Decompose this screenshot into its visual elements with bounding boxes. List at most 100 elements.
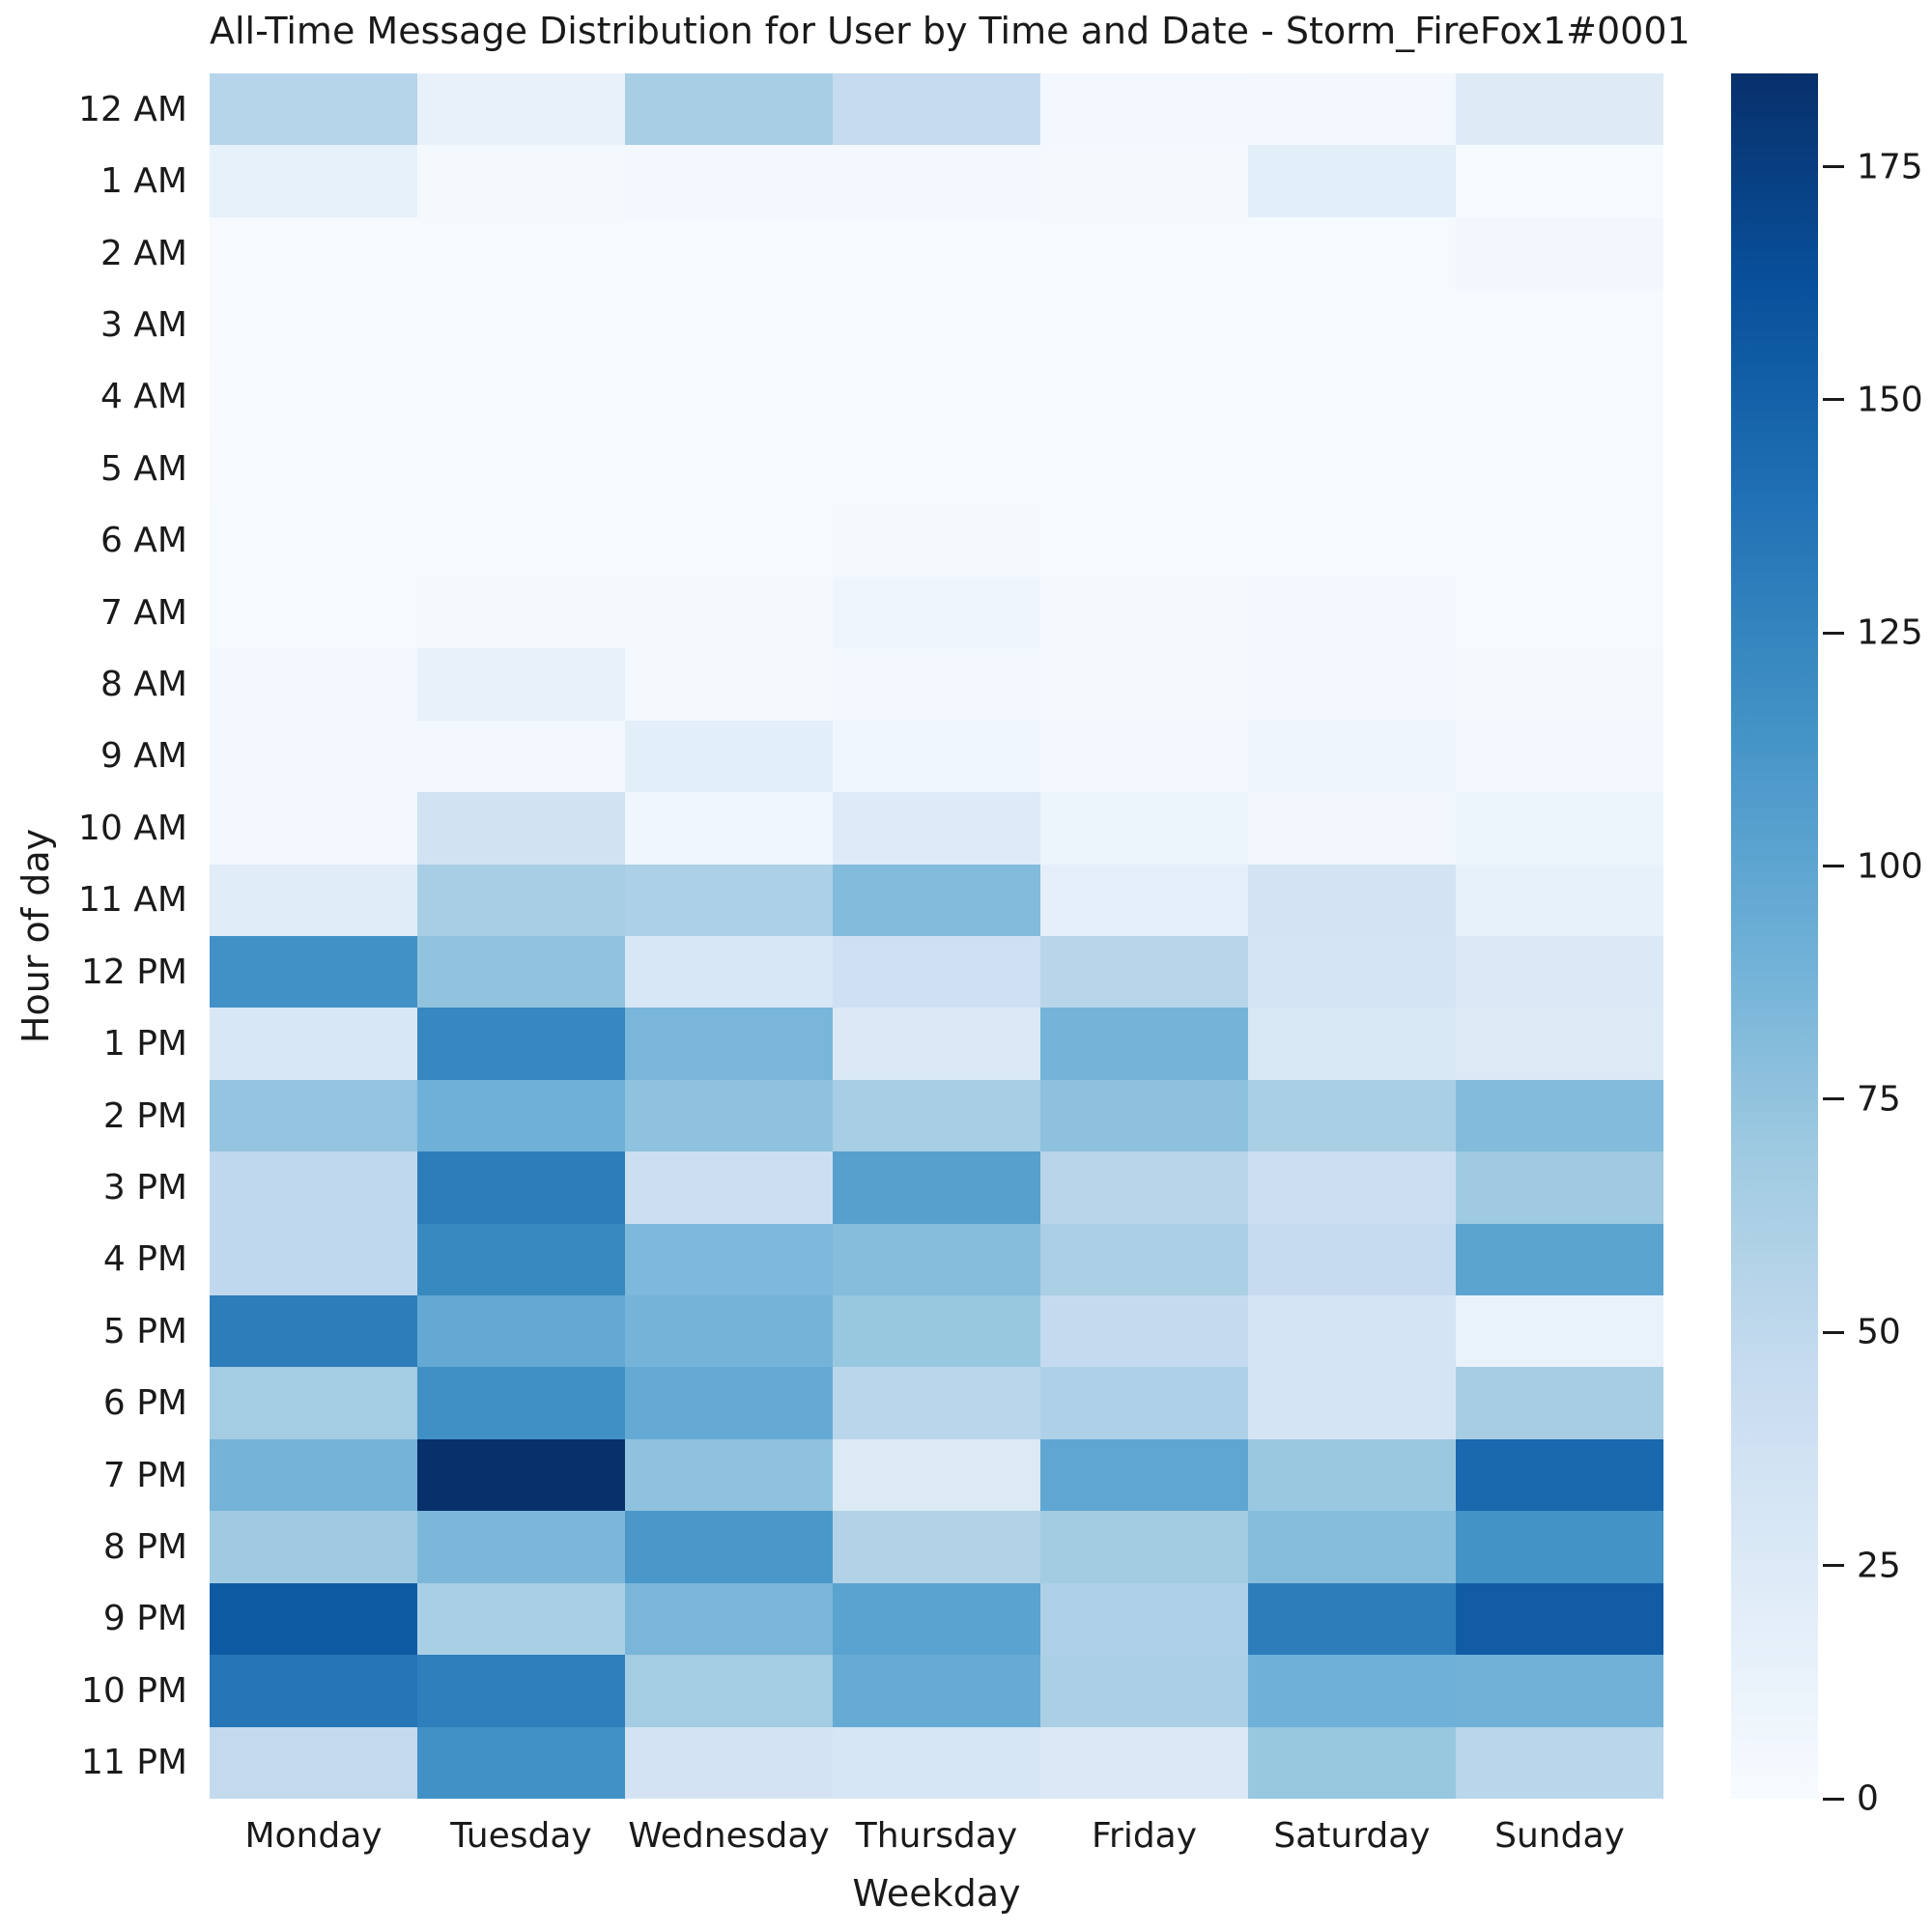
- heatmap-cell-friday-12am: [1040, 73, 1248, 146]
- colorbar-tick-label-25: 25: [1857, 1546, 1901, 1586]
- heatmap-cell-thursday-5am: [833, 433, 1040, 505]
- y-tick-8am: 8 AM: [99, 665, 187, 705]
- colorbar-tick-label-175: 175: [1857, 147, 1923, 187]
- heatmap-cell-friday-5am: [1040, 433, 1248, 505]
- heatmap-cell-saturday-7am: [1248, 576, 1456, 649]
- heatmap-cell-wednesday-7am: [625, 576, 833, 649]
- heatmap-cell-friday-5pm: [1040, 1295, 1248, 1368]
- colorbar-tick-label-150: 150: [1857, 380, 1923, 420]
- heatmap-cell-wednesday-8am: [625, 648, 833, 721]
- heatmap-cell-thursday-7pm: [833, 1438, 1040, 1512]
- heatmap-cell-saturday-7pm: [1248, 1438, 1456, 1512]
- heatmap-cell-saturday-12pm: [1248, 935, 1456, 1009]
- heatmap-cell-sunday-1pm: [1456, 1008, 1663, 1080]
- heatmap-cell-saturday-3am: [1248, 289, 1456, 361]
- heatmap-cell-tuesday-7am: [417, 576, 625, 649]
- heatmap-cell-saturday-5am: [1248, 433, 1456, 505]
- chart-title: All-Time Message Distribution for User b…: [210, 10, 1690, 52]
- y-tick-6am: 6 AM: [99, 521, 187, 561]
- heatmap-cell-monday-6am: [210, 504, 417, 577]
- heatmap-cell-tuesday-5pm: [417, 1295, 625, 1368]
- x-tick-sunday: Sunday: [1494, 1816, 1625, 1856]
- heatmap-cell-thursday-5pm: [833, 1295, 1040, 1368]
- heatmap-cell-wednesday-3pm: [625, 1151, 833, 1224]
- heatmap-cell-monday-8pm: [210, 1511, 417, 1583]
- heatmap-cell-saturday-1pm: [1248, 1008, 1456, 1080]
- heatmap-cell-wednesday-5pm: [625, 1295, 833, 1368]
- heatmap-cell-thursday-9pm: [833, 1582, 1040, 1656]
- heatmap-cell-thursday-11am: [833, 864, 1040, 936]
- heatmap-cell-sunday-3am: [1456, 289, 1663, 361]
- heatmap-cell-thursday-6am: [833, 504, 1040, 577]
- heatmap-cell-friday-1pm: [1040, 1008, 1248, 1080]
- heatmap-cell-thursday-12pm: [833, 935, 1040, 1009]
- y-tick-labels: 12 AM 1 AM 2 AM 3 AM 4 AM 5 AM 6 AM 7 AM 8 AM 9 A…: [0, 73, 193, 1799]
- heatmap-cell-sunday-10pm: [1456, 1655, 1663, 1727]
- heatmap-cell-wednesday-1pm: [625, 1008, 833, 1080]
- colorbar-tick-mark-125: [1823, 631, 1844, 635]
- colorbar-tick-mark-25: [1823, 1564, 1844, 1568]
- heatmap-cell-wednesday-3am: [625, 289, 833, 361]
- heatmap-cell-friday-10pm: [1040, 1655, 1248, 1727]
- heatmap-cell-thursday-8pm: [833, 1511, 1040, 1583]
- heatmap-cell-saturday-4pm: [1248, 1223, 1456, 1296]
- y-tick-8pm: 8 PM: [102, 1527, 187, 1568]
- heatmap-cell-thursday-4am: [833, 360, 1040, 434]
- heatmap-cell-tuesday-11pm: [417, 1726, 625, 1799]
- heatmap-cell-monday-7pm: [210, 1438, 417, 1512]
- colorbar-tick-label-50: 50: [1857, 1312, 1901, 1352]
- heatmap-cell-wednesday-12am: [625, 73, 833, 146]
- heatmap-cell-sunday-5pm: [1456, 1295, 1663, 1368]
- heatmap-cell-monday-8am: [210, 648, 417, 721]
- x-tick-saturday: Saturday: [1273, 1816, 1431, 1856]
- heatmap-cell-saturday-10am: [1248, 792, 1456, 865]
- heatmap-cell-saturday-8pm: [1248, 1511, 1456, 1583]
- heatmap-cell-tuesday-7pm: [417, 1438, 625, 1512]
- heatmap-cell-tuesday-2am: [417, 216, 625, 290]
- x-tick-labels: Monday Tuesday Wednesday Thursday Friday Satu…: [210, 1816, 1663, 1864]
- heatmap-cell-tuesday-12am: [417, 73, 625, 146]
- heatmap-cell-friday-7pm: [1040, 1438, 1248, 1512]
- heatmap-cell-monday-12am: [210, 73, 417, 146]
- heatmap-cell-friday-11am: [1040, 864, 1248, 936]
- heatmap-cell-sunday-1am: [1456, 145, 1663, 217]
- heatmap-cell-monday-10am: [210, 792, 417, 865]
- heatmap-cell-thursday-1am: [833, 145, 1040, 217]
- heatmap-cell-saturday-6pm: [1248, 1367, 1456, 1439]
- colorbar-tick-label-75: 75: [1857, 1079, 1901, 1120]
- heatmap-cell-monday-5am: [210, 433, 417, 505]
- colorbar-tick-mark-75: [1823, 1097, 1844, 1101]
- heatmap-cell-friday-2am: [1040, 216, 1248, 290]
- heatmap-cell-wednesday-2pm: [625, 1079, 833, 1152]
- y-tick-4am: 4 AM: [99, 377, 187, 417]
- heatmap-cell-sunday-11am: [1456, 864, 1663, 936]
- heatmap-cell-saturday-9am: [1248, 720, 1456, 793]
- heatmap-cell-tuesday-3pm: [417, 1151, 625, 1224]
- colorbar-tick-mark-175: [1823, 165, 1844, 169]
- heatmap-cell-tuesday-9am: [417, 720, 625, 793]
- y-tick-6pm: 6 PM: [102, 1383, 187, 1424]
- heatmap-cell-thursday-7am: [833, 576, 1040, 649]
- y-tick-11am: 11 AM: [78, 880, 187, 921]
- heatmap-cell-saturday-2am: [1248, 216, 1456, 290]
- heatmap-cell-monday-9pm: [210, 1582, 417, 1656]
- heatmap-cell-monday-10pm: [210, 1655, 417, 1727]
- heatmap-cell-tuesday-3am: [417, 289, 625, 361]
- heatmap-cell-sunday-9pm: [1456, 1582, 1663, 1656]
- heatmap-cell-sunday-11pm: [1456, 1726, 1663, 1799]
- heatmap-cell-sunday-8am: [1456, 648, 1663, 721]
- y-tick-1am: 1 AM: [99, 161, 187, 202]
- x-tick-wednesday: Wednesday: [628, 1816, 830, 1856]
- y-tick-12pm: 12 PM: [80, 952, 187, 992]
- heatmap-cell-sunday-8pm: [1456, 1511, 1663, 1583]
- heatmap-cell-monday-9am: [210, 720, 417, 793]
- heatmap-cell-sunday-4am: [1456, 360, 1663, 434]
- heatmap-cell-wednesday-9am: [625, 720, 833, 793]
- heatmap-cell-saturday-6am: [1248, 504, 1456, 577]
- heatmap-cell-thursday-8am: [833, 648, 1040, 721]
- heatmap-cell-wednesday-9pm: [625, 1582, 833, 1656]
- heatmap-cell-friday-2pm: [1040, 1079, 1248, 1152]
- heatmap-cell-thursday-10am: [833, 792, 1040, 865]
- heatmap-cell-friday-3am: [1040, 289, 1248, 361]
- x-tick-monday: Monday: [244, 1816, 383, 1856]
